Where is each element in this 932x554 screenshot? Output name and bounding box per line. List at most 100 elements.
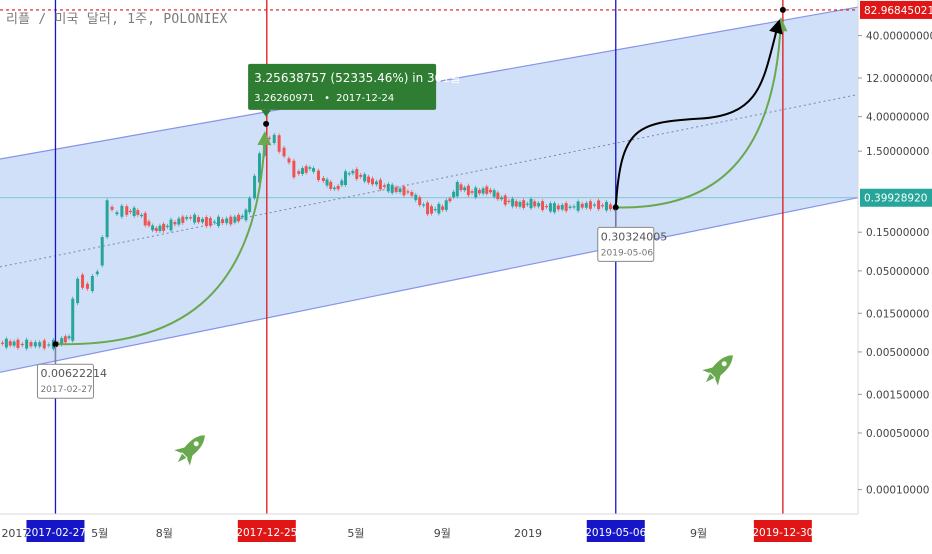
price-candle — [437, 203, 441, 214]
price-candle — [253, 175, 257, 199]
price-candle — [208, 218, 212, 226]
price-candle — [297, 171, 301, 174]
rocket-window — [721, 361, 727, 367]
price-candle — [608, 204, 612, 210]
price-candle — [128, 210, 132, 213]
price-candle — [25, 339, 29, 349]
callout-box — [597, 226, 655, 262]
price-candle — [418, 197, 422, 205]
price-candle — [316, 170, 320, 181]
price-candle — [382, 185, 386, 187]
price-candle — [181, 216, 185, 223]
price-candle — [29, 342, 33, 347]
price-candle — [225, 218, 229, 224]
price-candle — [485, 186, 489, 194]
price-candle — [300, 168, 304, 174]
projection-curve-green — [55, 131, 272, 346]
price-candle — [604, 201, 608, 211]
price-candle — [511, 198, 515, 207]
rocket-fin — [187, 454, 193, 466]
price-candle — [304, 166, 308, 173]
callout-date: 2017-02-27 — [40, 385, 92, 395]
price-tag — [860, 0, 932, 19]
price-candle — [120, 205, 124, 217]
price-candle — [580, 203, 584, 208]
price-candle — [355, 169, 359, 179]
price-candle — [470, 191, 474, 193]
price-candle — [593, 204, 597, 206]
y-tick-label: 1.50000000 — [866, 146, 929, 158]
y-tick-label: 40.00000000 — [866, 31, 932, 43]
gain-label-date: 2017-12-24 — [336, 93, 394, 104]
price-candle — [548, 203, 552, 212]
gain-label: 3.25638757 (52335.46%) in 301날 3.26260971… — [248, 63, 461, 117]
price-candle — [76, 278, 80, 304]
price-candle — [541, 201, 545, 211]
price-candle — [4, 338, 8, 348]
callout-date: 2019-05-06 — [601, 248, 654, 258]
price-candle — [340, 180, 344, 186]
price-candle — [169, 219, 173, 231]
price-candle — [452, 191, 456, 198]
channel-median-line — [0, 94, 859, 268]
price-candle — [426, 202, 430, 215]
price-candle — [38, 342, 42, 347]
price-candle — [422, 204, 426, 206]
rocket-fin — [715, 374, 721, 386]
price-candle — [500, 197, 504, 200]
price-candle — [529, 198, 533, 209]
rocket-body — [181, 435, 205, 459]
price-candle — [193, 214, 197, 223]
price-candle — [308, 167, 312, 169]
price-candle — [367, 176, 371, 183]
price-candle — [371, 178, 375, 185]
price-candle — [20, 343, 24, 346]
price-candle — [525, 203, 529, 205]
gain-label-box — [248, 63, 437, 110]
price-candle — [1, 342, 4, 344]
price-candle — [292, 160, 296, 178]
date-tag-label: 2017-12-25 — [236, 527, 297, 539]
price-candle — [402, 186, 406, 196]
price-candle — [185, 217, 189, 219]
price-candle — [173, 222, 177, 225]
price-candle — [282, 147, 286, 157]
price-candle — [518, 202, 522, 207]
y-tick-label: 12.00000000 — [866, 73, 932, 85]
callout-box — [36, 363, 94, 399]
date-tag-label: 2019-12-30 — [752, 527, 813, 539]
price-candle — [125, 206, 129, 215]
price-candle — [248, 198, 252, 213]
price-candle — [312, 168, 316, 172]
date-tag — [237, 520, 296, 542]
price-candle — [507, 200, 511, 202]
price-candle — [488, 189, 492, 193]
price-candle — [63, 336, 67, 343]
price-candle — [267, 137, 271, 139]
price-candle — [568, 206, 572, 208]
y-tick-label: 0.00500000 — [866, 347, 929, 359]
price-candle — [221, 219, 225, 223]
price-series — [1, 132, 616, 351]
projection-curve-black — [614, 19, 783, 208]
price-candle — [325, 179, 329, 186]
price-candle — [240, 215, 244, 218]
price-candle — [212, 221, 216, 223]
point-marker — [263, 120, 270, 127]
price-candle — [136, 210, 140, 215]
price-candle — [359, 174, 363, 177]
price-candle — [363, 174, 367, 182]
y-tick-label: 0.05000000 — [866, 266, 929, 278]
price-candle — [597, 200, 601, 210]
price-candle — [110, 206, 114, 210]
price-candle — [165, 225, 169, 227]
price-candle — [576, 201, 580, 211]
callout-price: 0.00622214 — [40, 367, 106, 380]
price-candle — [321, 177, 325, 181]
y-tick-label: 0.00050000 — [866, 428, 929, 440]
price-candle — [8, 341, 12, 346]
price-candle — [105, 200, 109, 238]
x-tick-label: 2019 — [514, 527, 542, 540]
price-candle — [12, 341, 16, 346]
